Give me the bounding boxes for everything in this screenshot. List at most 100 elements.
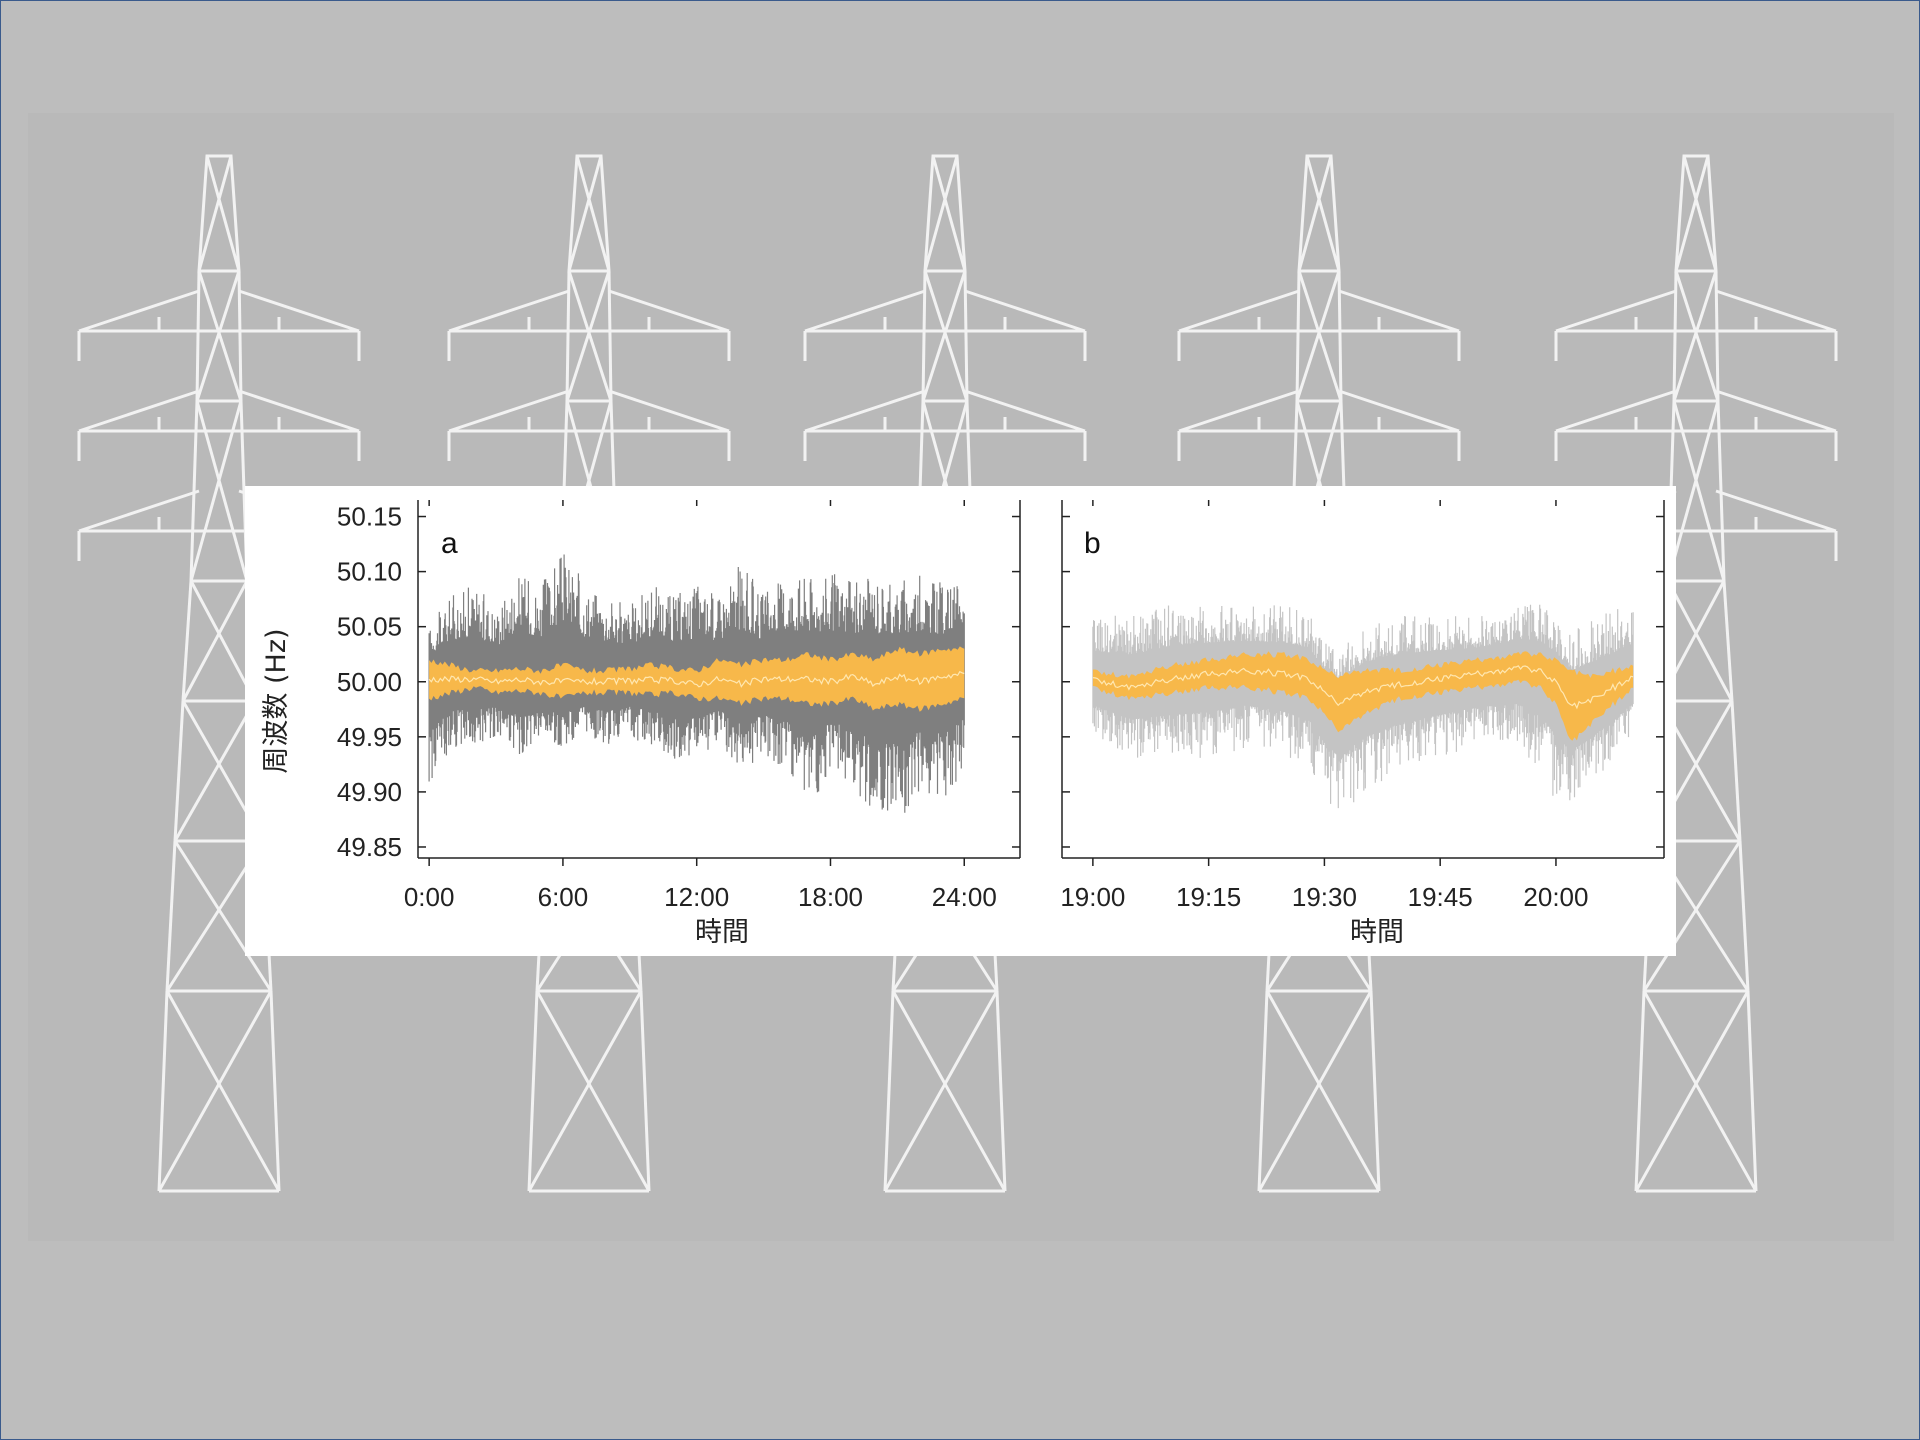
y-tick-label: 49.85: [337, 832, 402, 862]
tower-brace: [923, 155, 959, 272]
tower-brace: [1257, 990, 1373, 1192]
tower-brace: [1634, 990, 1750, 1192]
tower-leg: [1295, 270, 1301, 402]
x-tick-label: 18:00: [798, 882, 863, 912]
tower-arm: [448, 289, 570, 333]
tower-arm: [964, 289, 1086, 333]
tower-leg: [1369, 990, 1381, 1192]
tower-brace: [1666, 400, 1720, 582]
tower-leg: [1738, 840, 1750, 992]
tower-brace: [1295, 270, 1341, 402]
tower-brace: [1642, 840, 1742, 992]
tower-brace: [1642, 990, 1758, 1192]
tower-brace: [1682, 155, 1718, 272]
tower-arm: [1178, 389, 1300, 433]
y-tick-label: 49.95: [337, 722, 402, 752]
tower-leg: [1714, 270, 1720, 402]
tower-arm: [608, 389, 730, 433]
tower-arm: [78, 289, 200, 333]
x-tick-label: 12:00: [664, 882, 729, 912]
tower-leg: [995, 990, 1007, 1192]
tower-leg: [963, 270, 969, 402]
chart-b-mean-line: [1092, 665, 1634, 710]
tower-leg: [173, 700, 185, 842]
tower-arm: [1715, 389, 1837, 433]
tower-leg: [165, 840, 177, 992]
chart-a-y-tick-labels: 50.15 50.10 50.05 50.00 49.95 49.90 49.8…: [337, 502, 402, 862]
tower-brace: [1305, 155, 1341, 272]
tower-brace: [195, 400, 249, 582]
x-tick-label: 19:30: [1292, 882, 1357, 912]
tower-arm: [238, 389, 360, 433]
x-tick-label: 19:15: [1176, 882, 1241, 912]
tower-brace: [1672, 270, 1718, 402]
y-tick-label: 50.05: [337, 612, 402, 642]
tower-brace: [921, 270, 967, 402]
tower-arm: [804, 289, 926, 333]
chart-b: 19:00 19:15 19:30 19:45 20:00 b 時間: [1060, 500, 1665, 948]
chart-b-x-tick-labels: 19:00 19:15 19:30 19:45 20:00: [1060, 882, 1588, 912]
x-tick-label: 20:00: [1523, 882, 1588, 912]
tower-brace: [157, 990, 273, 1192]
x-tick-label: 6:00: [538, 882, 589, 912]
panel-label-a: a: [441, 527, 458, 560]
tower-brace: [197, 155, 233, 272]
tower-arm: [78, 489, 200, 533]
tower-arm: [1555, 389, 1677, 433]
chart-panel: 50.15 50.10 50.05 50.00 49.95 49.90 49.8…: [245, 486, 1676, 956]
tower-brace: [931, 155, 967, 272]
y-tick-label: 49.90: [337, 777, 402, 807]
tower-leg: [1257, 990, 1269, 1192]
tower-arm: [1555, 289, 1677, 333]
tower-brace: [1672, 400, 1726, 582]
tower-leg: [157, 990, 169, 1192]
tower-leg: [1722, 580, 1734, 702]
chart-a-band: [429, 646, 965, 712]
tower-arm: [78, 389, 200, 433]
tower-leg: [189, 400, 199, 582]
panel-label-b: b: [1084, 527, 1101, 560]
tower-leg: [237, 270, 243, 402]
tower-brace: [883, 990, 999, 1192]
tower-brace: [197, 270, 243, 402]
tower-leg: [921, 270, 927, 402]
x-tick-label: 24:00: [932, 882, 997, 912]
tower-leg: [607, 270, 613, 402]
tower-leg: [1634, 990, 1646, 1192]
tower-brace: [923, 270, 969, 402]
y-tick-label: 50.15: [337, 502, 402, 532]
tower-arm: [804, 389, 926, 433]
chart-a-x-tick-labels: 0:00 6:00 12:00 18:00 24:00: [404, 882, 997, 912]
tower-arm: [964, 389, 1086, 433]
tower-leg: [181, 580, 193, 702]
tower-brace: [181, 580, 249, 702]
tower-brace: [195, 270, 241, 402]
tower-brace: [165, 990, 281, 1192]
tower-arm: [1715, 489, 1837, 533]
x-tick-label: 19:45: [1408, 882, 1473, 912]
x-tick-label: 0:00: [404, 882, 455, 912]
tower-brace: [567, 270, 613, 402]
tower-brace: [173, 700, 257, 842]
tower-leg: [1746, 990, 1758, 1192]
tower-arm: [1338, 389, 1460, 433]
tower-brace: [1265, 990, 1381, 1192]
tower-brace: [891, 990, 1007, 1192]
tower-brace: [575, 155, 611, 272]
tower-leg: [1672, 270, 1678, 402]
tower-brace: [1674, 155, 1710, 272]
tower-brace: [189, 580, 257, 702]
tower-leg: [639, 990, 651, 1192]
tower-brace: [565, 270, 611, 402]
tower-brace: [205, 155, 241, 272]
y-tick-label: 50.00: [337, 667, 402, 697]
tower-arm: [1338, 289, 1460, 333]
chart-b-band: [1092, 651, 1634, 741]
tower-arm: [238, 289, 360, 333]
tower-brace: [535, 990, 651, 1192]
tower-brace: [189, 400, 243, 582]
tower-arm: [1178, 289, 1300, 333]
chart-a-axes: [417, 500, 1021, 866]
x-tick-label: 19:00: [1060, 882, 1125, 912]
frequency-charts: 50.15 50.10 50.05 50.00 49.95 49.90 49.8…: [261, 500, 1665, 948]
